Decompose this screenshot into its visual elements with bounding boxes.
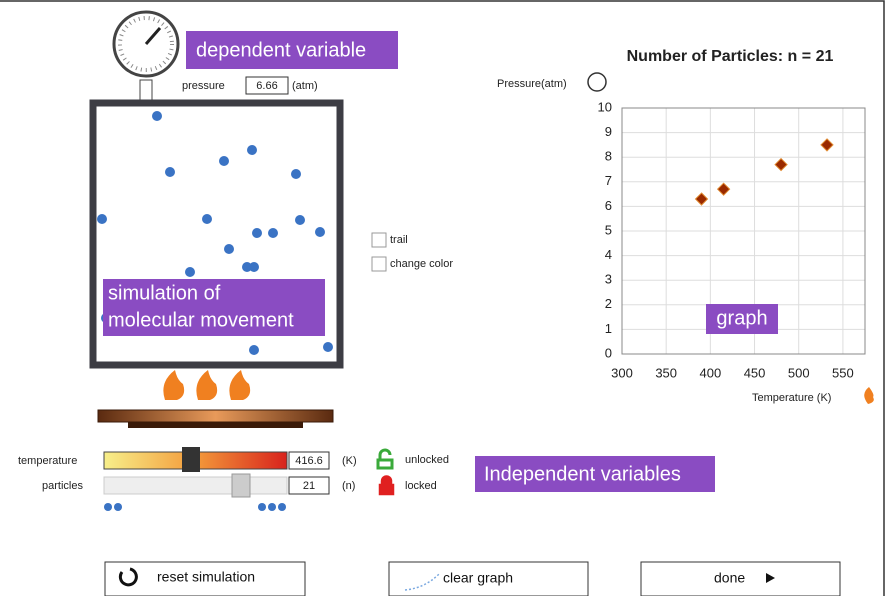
particles-unit: (n) xyxy=(342,480,355,492)
reset-button[interactable]: reset simulation xyxy=(105,562,305,596)
y-tick-label: 6 xyxy=(605,198,612,213)
dependent-label: dependent variable xyxy=(196,39,366,61)
pressure-gauge xyxy=(114,12,178,100)
y-tick-label: 7 xyxy=(605,173,612,188)
simulation-label: molecular movement xyxy=(108,309,294,331)
particle-dots xyxy=(104,503,286,511)
simulation-label: simulation of xyxy=(108,282,221,304)
y-tick-label: 5 xyxy=(605,222,612,237)
done-button[interactable]: done xyxy=(641,562,840,596)
temperature-label: temperature xyxy=(18,455,77,467)
checkbox[interactable] xyxy=(372,257,386,271)
independent-label: Independent variables xyxy=(484,463,681,485)
y-tick-label: 9 xyxy=(605,124,612,139)
burner-base xyxy=(128,422,303,428)
button-label: reset simulation xyxy=(157,569,255,585)
lock-label: locked xyxy=(405,480,437,492)
y-tick-label: 8 xyxy=(605,149,612,164)
slider-thumb[interactable] xyxy=(232,474,250,497)
flames xyxy=(163,370,250,400)
particles-slider[interactable] xyxy=(104,477,287,494)
temperature-unit: (K) xyxy=(342,455,357,467)
graph-tag: graph xyxy=(716,307,767,329)
button-label: done xyxy=(714,570,745,586)
pressure-unit: (atm) xyxy=(292,80,318,92)
graph-title: Number of Particles: n = 21 xyxy=(627,48,834,65)
option-label: change color xyxy=(390,258,453,270)
button-label: clear graph xyxy=(443,570,513,586)
y-tick-label: 1 xyxy=(605,321,612,336)
particles-value: 21 xyxy=(303,480,315,492)
y-tick-label: 2 xyxy=(605,296,612,311)
y-axis-label: Pressure(atm) xyxy=(497,78,567,90)
x-tick-label: 300 xyxy=(611,365,633,380)
particles-label: particles xyxy=(42,480,83,492)
temperature-value: 416.6 xyxy=(295,455,323,467)
lock-icon[interactable] xyxy=(380,477,393,494)
y-tick-label: 0 xyxy=(605,345,612,360)
y-tick-label: 4 xyxy=(605,247,612,262)
gauge-icon xyxy=(588,73,606,91)
unlock-icon[interactable] xyxy=(378,450,392,468)
y-tick-label: 3 xyxy=(605,272,612,287)
lock-label: unlocked xyxy=(405,454,449,466)
x-tick-label: 400 xyxy=(700,365,722,380)
x-tick-label: 350 xyxy=(655,365,677,380)
slider-thumb[interactable] xyxy=(182,447,200,472)
x-tick-label: 500 xyxy=(788,365,810,380)
pressure-value: 6.66 xyxy=(256,80,277,92)
x-tick-label: 450 xyxy=(744,365,766,380)
x-tick-label: 550 xyxy=(832,365,854,380)
screen: dependent variable pressure 6.66 (atm) s… xyxy=(0,0,885,596)
pressure-label: pressure xyxy=(182,80,225,92)
checkbox[interactable] xyxy=(372,233,386,247)
burner xyxy=(98,410,333,422)
plot: 0 1 2 3 4 5 6 7 8 9 10 300 350 400 450 500 550 graph xyxy=(598,99,865,380)
flame-icon xyxy=(864,387,874,404)
x-axis-label: Temperature (K) xyxy=(752,392,831,404)
clear-button[interactable]: clear graph xyxy=(389,562,588,596)
y-tick-label: 10 xyxy=(598,99,612,114)
option-label: trail xyxy=(390,234,408,246)
